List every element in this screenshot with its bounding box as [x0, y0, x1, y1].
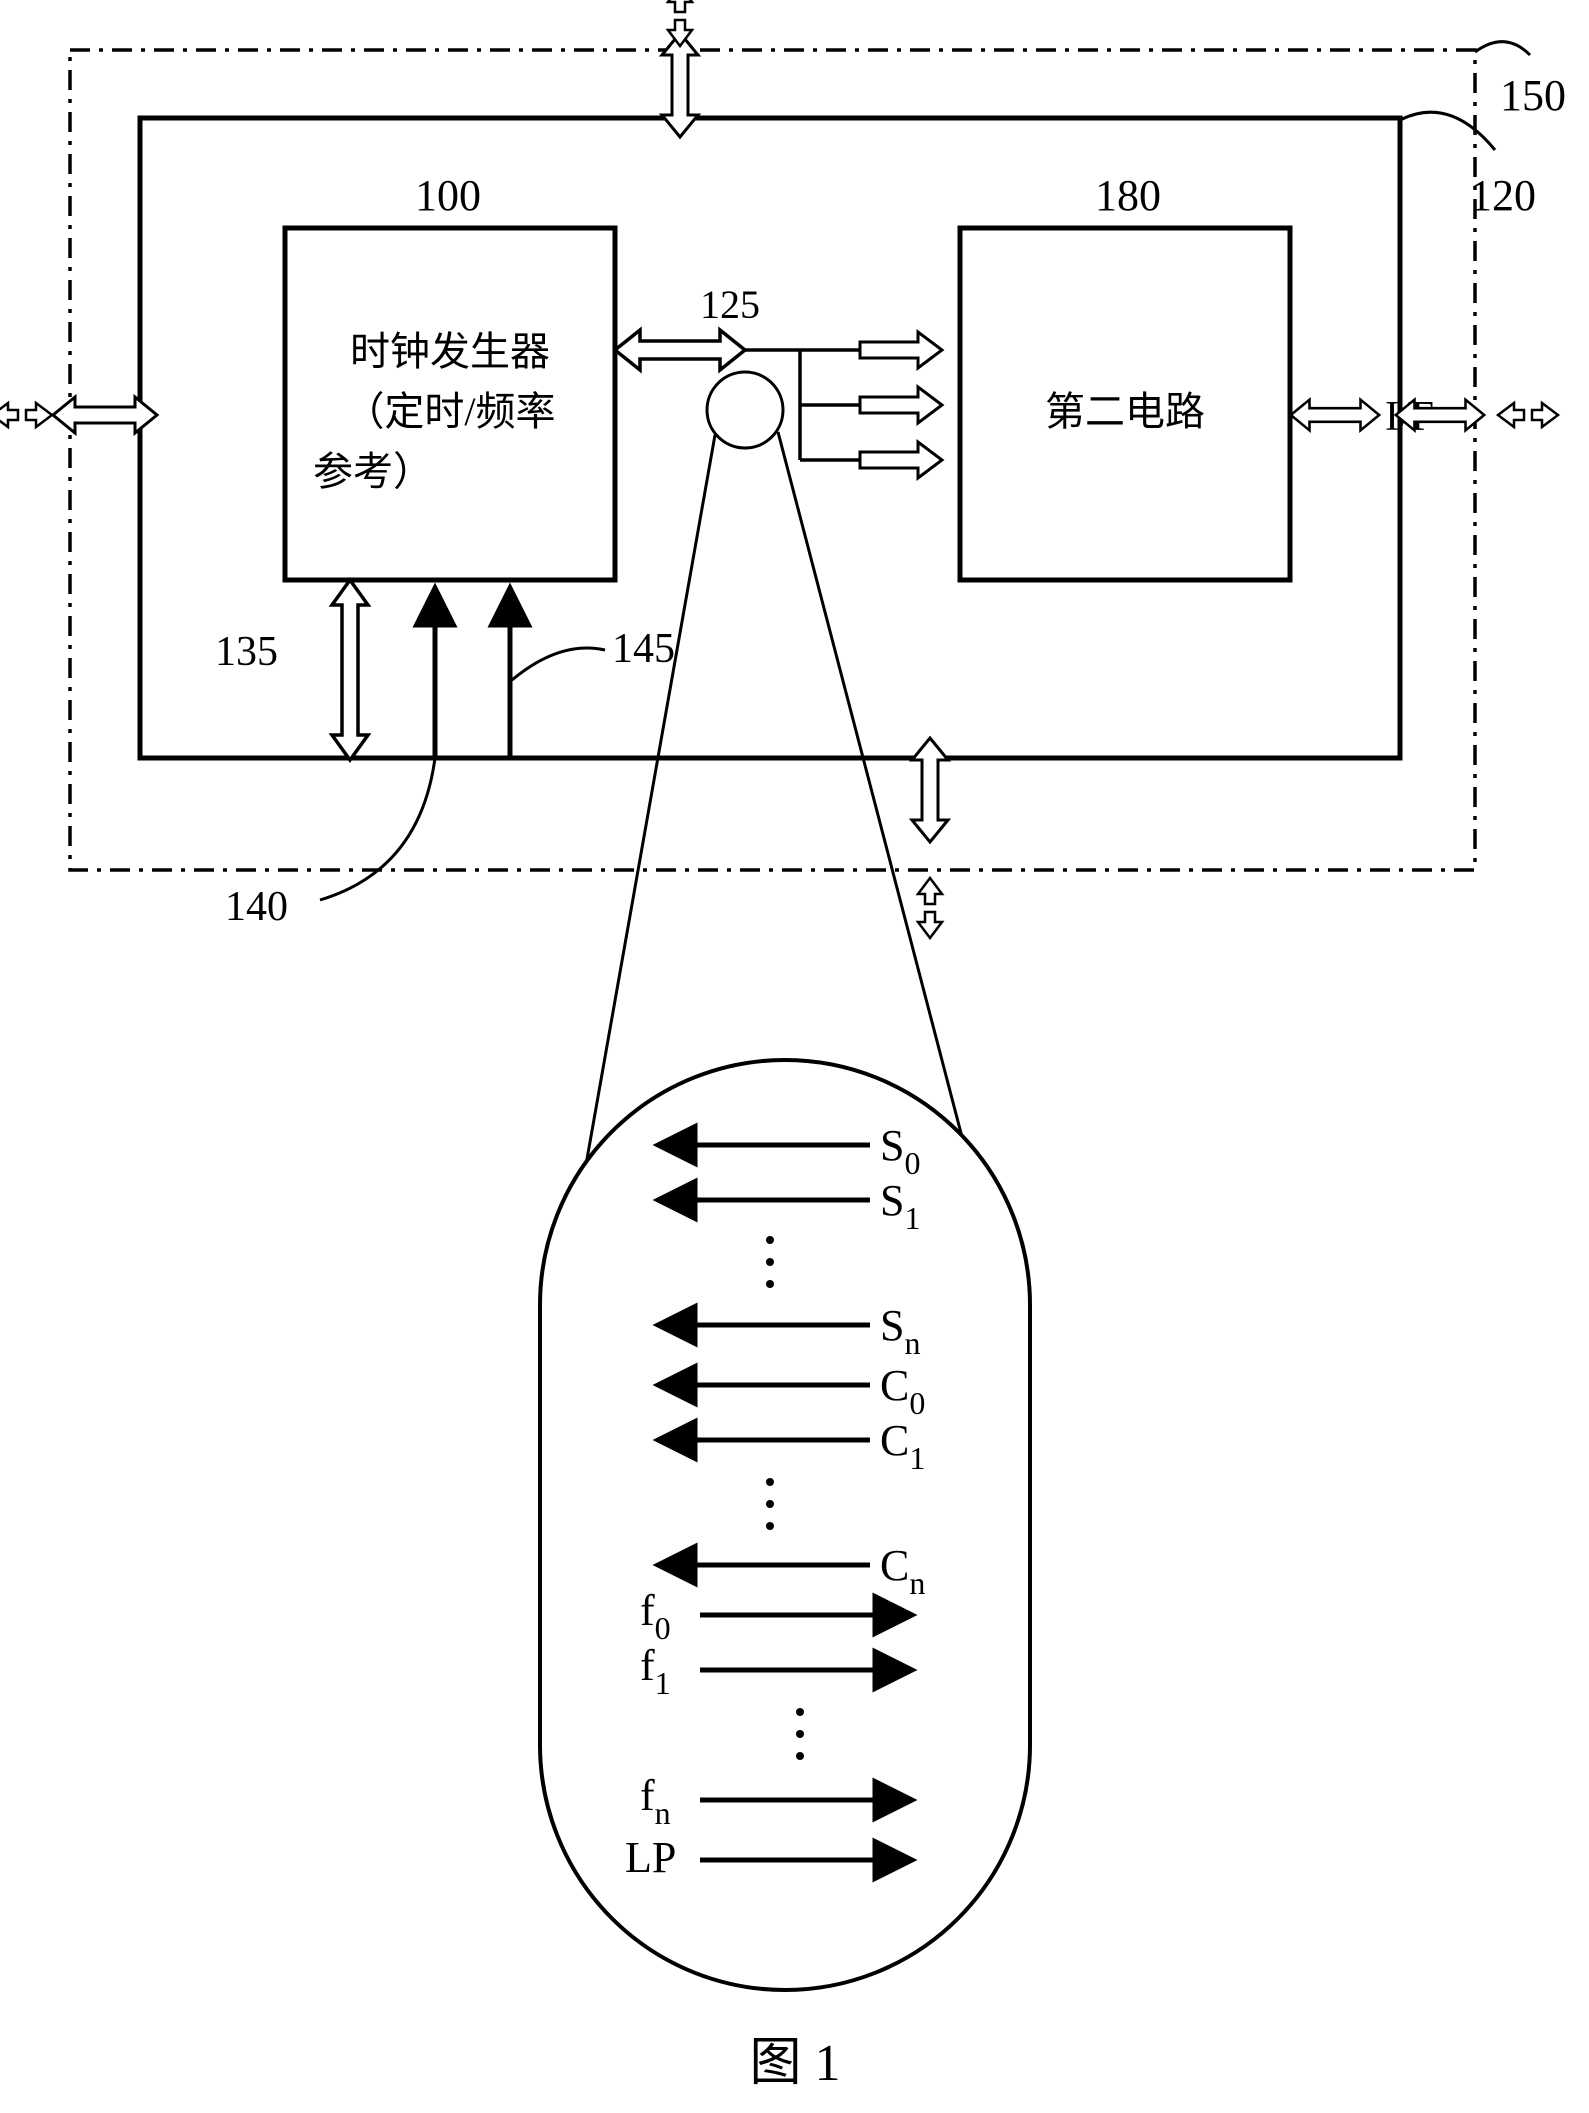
if-dbl-left	[1291, 400, 1379, 431]
clockgen-line1: 时钟发生器	[350, 329, 550, 374]
left-tiny-arrow	[0, 403, 52, 427]
bus-marker-circle	[707, 372, 783, 448]
if-dbl-right	[1396, 400, 1484, 431]
top-port-arrow	[662, 33, 698, 137]
ref-150: 150	[1500, 71, 1566, 120]
ref-120: 120	[1470, 171, 1536, 220]
fanout-3	[860, 442, 942, 478]
leader-150	[1475, 42, 1530, 55]
leader-145	[512, 648, 605, 680]
fanout-2	[860, 387, 942, 423]
top-tiny-arrow	[668, 0, 692, 46]
clockgen-line3: 参考）	[313, 449, 433, 494]
second-label: 第二电路	[1045, 389, 1205, 434]
bottom-port-arrow	[912, 738, 948, 842]
bottom-tiny-arrow	[918, 878, 942, 938]
fanout-1	[860, 332, 942, 368]
figure-caption: 图 1	[749, 2035, 840, 2092]
diagram-svg: 150 120 100 时钟发生器 （定时/频率 参考） 180 第二电路	[0, 0, 1589, 2113]
sig-lp: LP	[625, 1833, 676, 1882]
page: 150 120 100 时钟发生器 （定时/频率 参考） 180 第二电路	[0, 0, 1589, 2113]
arrow-135	[332, 580, 368, 760]
ref-140: 140	[225, 884, 288, 930]
ref-100: 100	[415, 171, 481, 220]
outer-box	[70, 50, 1475, 870]
left-port-arrow	[53, 397, 157, 433]
bus-dbl-arrow	[615, 330, 745, 370]
leader-120	[1400, 112, 1495, 150]
ref-145: 145	[612, 626, 675, 672]
ref-125: 125	[700, 282, 760, 327]
ref-180: 180	[1095, 171, 1161, 220]
ref-135: 135	[215, 629, 278, 675]
leader-140	[320, 758, 435, 900]
if-tiny	[1498, 403, 1558, 427]
clockgen-line2: （定时/频率	[344, 389, 555, 434]
